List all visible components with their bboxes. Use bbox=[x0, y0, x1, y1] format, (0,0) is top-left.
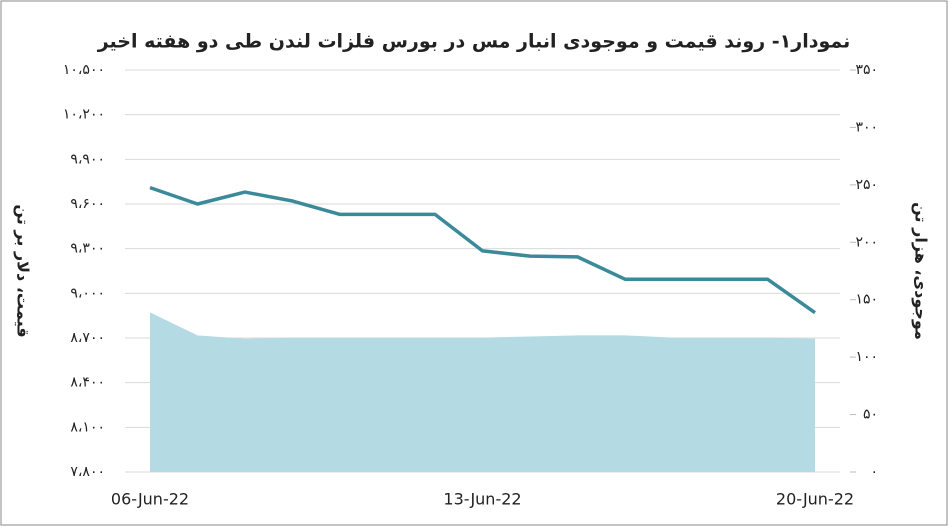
y2-tick-label: ۱۵۰ bbox=[855, 292, 878, 308]
y2-tick-label: ۲۵۰ bbox=[855, 177, 878, 193]
area bbox=[150, 312, 815, 472]
y2-tick-label: ۵۰ bbox=[863, 407, 878, 423]
y-tick-label: ۱۰،۵۰۰ bbox=[63, 62, 105, 78]
x-tick-label: 20-Jun-22 bbox=[776, 490, 854, 509]
y-tick-label: ۸،۷۰۰ bbox=[70, 330, 105, 346]
y-tick-label: ۸،۱۰۰ bbox=[70, 419, 105, 435]
chart-title: نمودار۱- روند قیمت و موجودی انبار مس در … bbox=[97, 31, 851, 53]
y2-tick-label: ۳۵۰ bbox=[855, 62, 878, 78]
x-tick-label: 06-Jun-22 bbox=[111, 490, 189, 509]
y-tick-label: ۱۰،۲۰۰ bbox=[63, 107, 105, 123]
y2-tick-label: ۰ bbox=[870, 464, 878, 480]
y-tick-label: ۹،۳۰۰ bbox=[70, 241, 105, 257]
y-tick-label: ۸،۴۰۰ bbox=[70, 375, 105, 391]
line bbox=[149, 185, 817, 315]
y-axis-title: قیمت، دلار بر تن bbox=[14, 204, 33, 337]
y2-tick-label: ۲۰۰ bbox=[855, 234, 878, 250]
y2-axis-title: موجودی، هزار تن bbox=[912, 202, 931, 340]
x-tick-label: 13-Jun-22 bbox=[443, 490, 521, 509]
y-tick-label: ۹،۶۰۰ bbox=[70, 196, 105, 212]
y2-tick-label: ۳۰۰ bbox=[855, 119, 878, 135]
y-tick-label: ۹،۰۰۰ bbox=[70, 285, 105, 301]
y-tick-label: ۷،۸۰۰ bbox=[70, 464, 105, 480]
y-tick-label: ۹،۹۰۰ bbox=[70, 151, 105, 167]
y2-tick-label: ۱۰۰ bbox=[855, 349, 878, 365]
